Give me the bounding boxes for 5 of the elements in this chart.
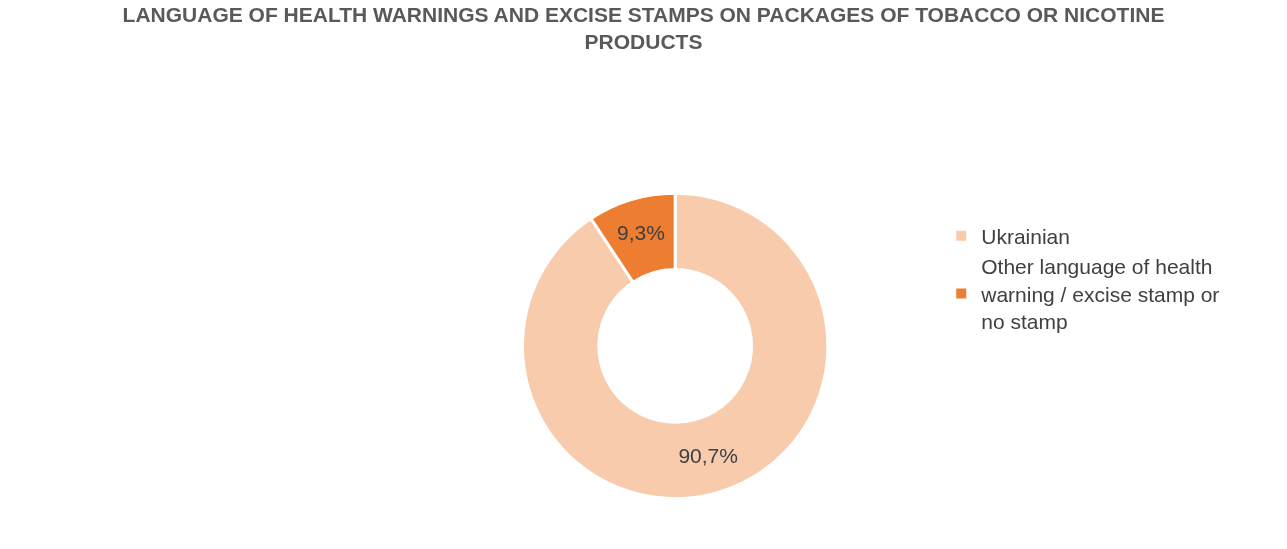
data-label: 90,7% (678, 444, 738, 468)
data-label: 9,3% (617, 220, 665, 244)
legend-label: Other language of health warning / excise stamp or no stamp (980, 255, 1220, 333)
chart-title: LANGUAGE OF HEALTH WARNINGS AND EXCISE STAMPS ON PACKAGES OF TOBACCO OR NICOTINE PRODUCTS (122, 3, 1165, 54)
legend-label: Ukrainian (981, 225, 1070, 249)
